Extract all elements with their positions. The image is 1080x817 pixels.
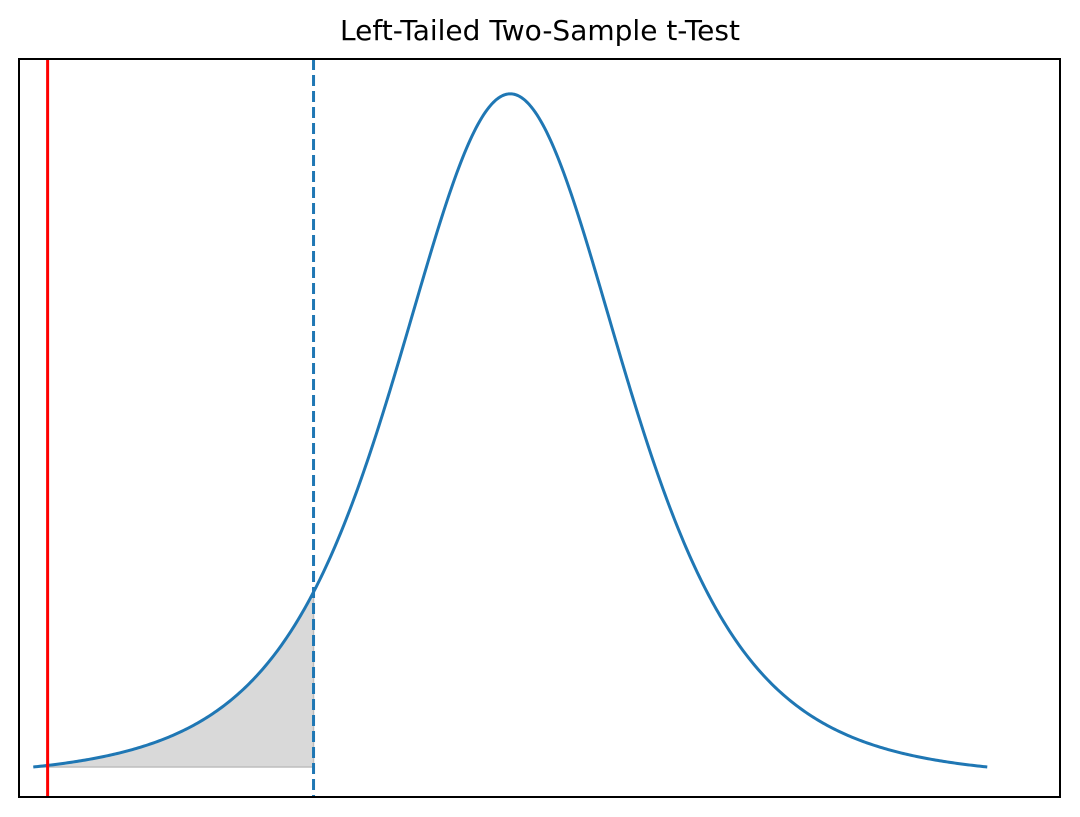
density-curve xyxy=(33,92,988,769)
chart-title: Left-Tailed Two-Sample t-Test xyxy=(340,14,740,47)
rejection-region-shade xyxy=(33,591,315,768)
plot-area xyxy=(33,59,988,797)
axes-frame xyxy=(18,58,1061,798)
